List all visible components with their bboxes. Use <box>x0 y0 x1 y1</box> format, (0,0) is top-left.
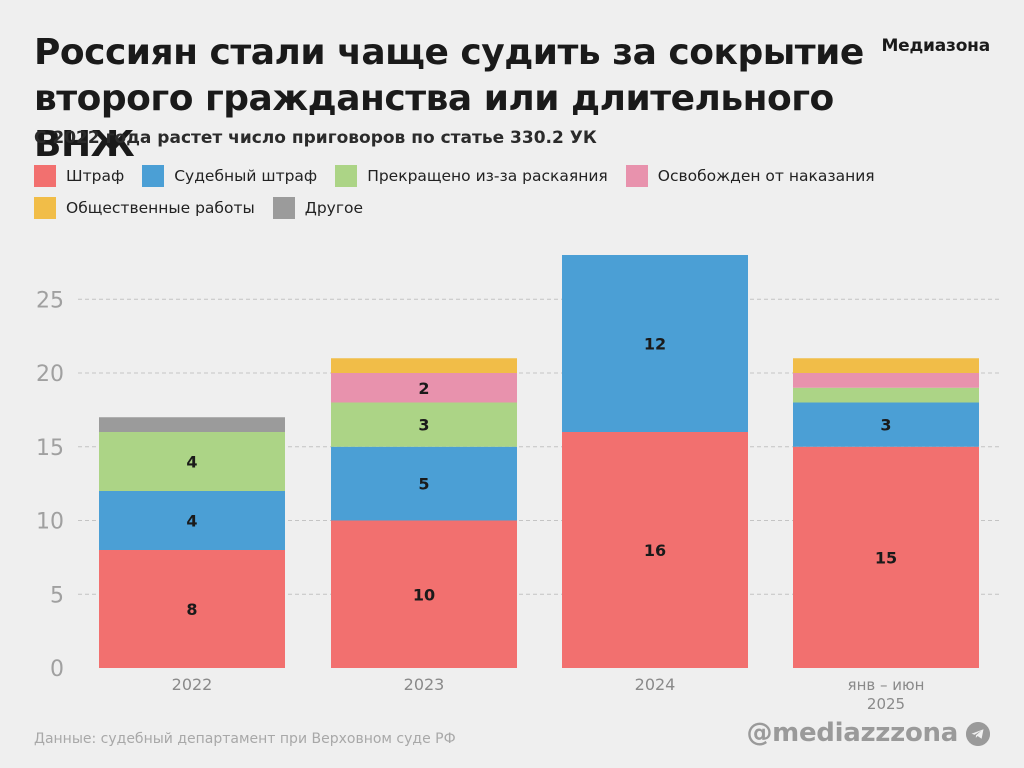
y-tick-label: 25 <box>36 288 64 313</box>
legend-item: Освобожден от наказания <box>625 164 875 188</box>
bar-segment <box>331 446 517 521</box>
legend-label: Прекращено из-за раскаяния <box>367 167 608 185</box>
bar-segment <box>99 491 285 550</box>
bar-segment <box>331 402 517 447</box>
legend-item: Штраф <box>34 164 124 188</box>
x-tick-label: 2022 <box>172 675 213 694</box>
data-label: 8 <box>186 600 197 619</box>
telegram-icon[interactable] <box>966 722 990 746</box>
y-tick-label: 0 <box>50 657 64 682</box>
stacked-bar-chart: 0510152025844202210532202316122024153янв… <box>36 255 1000 713</box>
legend-label: Освобожден от наказания <box>657 167 875 185</box>
data-label: 15 <box>875 548 897 567</box>
legend-item: Прекращено из-за раскаяния <box>335 164 608 188</box>
chart-subtitle: С 2022 года растет число приговоров по с… <box>34 128 597 148</box>
data-label: 16 <box>644 541 666 560</box>
legend-swatch <box>272 197 295 219</box>
x-tick-label: янв – июн <box>848 676 925 694</box>
data-label: 12 <box>644 335 666 354</box>
legend-label: Судебный штраф <box>174 167 318 185</box>
chart-legend: Штраф Судебный штраф Прекращено из-за раск… <box>34 164 934 220</box>
bar-segment <box>793 402 979 447</box>
x-tick-label: 2024 <box>635 675 676 694</box>
brand-logo: Медиазона <box>881 36 990 56</box>
data-label: 3 <box>418 416 429 435</box>
x-tick-label: 2023 <box>404 675 445 694</box>
y-tick-label: 15 <box>36 436 64 461</box>
data-label: 3 <box>880 416 891 435</box>
legend-swatch <box>34 165 56 187</box>
legend-swatch <box>335 165 358 187</box>
legend-item: Другое <box>272 196 364 220</box>
social-handle[interactable]: @mediazzzona <box>746 718 958 748</box>
bar-segment <box>99 432 285 491</box>
x-tick-label: 2025 <box>867 695 905 713</box>
bar-segment <box>793 387 979 403</box>
bar-segment <box>562 432 748 668</box>
legend-label: Общественные работы <box>66 199 255 217</box>
y-tick-label: 5 <box>50 583 64 608</box>
chart-title: Россиян стали чаще судить за сокрытие вт… <box>34 32 864 165</box>
y-tick-label: 10 <box>36 510 64 535</box>
legend-swatch <box>142 165 165 187</box>
bar-segment <box>99 550 285 668</box>
legend-label: Штраф <box>66 167 125 185</box>
bar-segment <box>331 358 517 373</box>
y-tick-label: 20 <box>36 362 64 387</box>
legend-swatch <box>34 197 56 219</box>
legend-label: Другое <box>304 199 364 217</box>
data-label: 4 <box>186 512 197 531</box>
bar-segment <box>793 446 979 668</box>
data-label: 5 <box>418 475 429 494</box>
source-note: Данные: судебный департамент при Верховн… <box>34 731 456 747</box>
data-label: 2 <box>418 379 429 398</box>
data-label: 10 <box>413 585 435 604</box>
bar-segment <box>99 417 285 432</box>
legend-swatch <box>625 165 648 187</box>
bar-segment <box>331 373 517 403</box>
bar-segment <box>793 373 979 388</box>
bar-segment <box>562 255 748 432</box>
data-label: 4 <box>186 453 197 472</box>
legend-item: Общественные работы <box>34 196 255 220</box>
legend-item: Судебный штраф <box>142 164 317 188</box>
bar-segment <box>793 358 979 373</box>
bar-segment <box>331 520 517 668</box>
